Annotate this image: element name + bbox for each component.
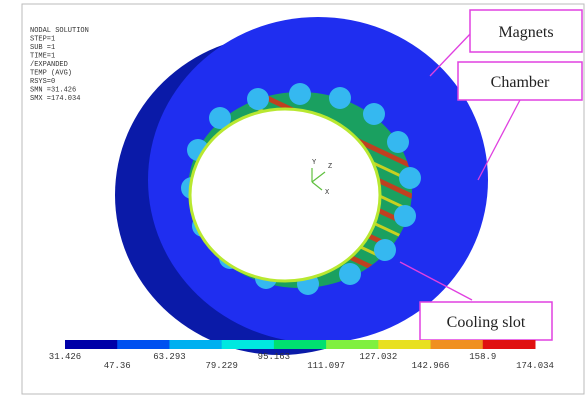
colorbar-label: 47.36 (104, 361, 131, 371)
info-line: SMN =31.426 (30, 87, 76, 95)
colorbar-label: 63.293 (153, 352, 185, 362)
info-line: SUB =1 (30, 44, 55, 52)
info-line: STEP=1 (30, 36, 55, 44)
info-line: SMX =174.034 (30, 95, 80, 103)
info-line: TEMP (AVG) (30, 70, 72, 78)
info-line: TIME=1 (30, 53, 55, 61)
colorbar-band (483, 340, 536, 349)
callout-label: Magnets (498, 24, 553, 41)
info-line: NODAL SOLUTION (30, 27, 89, 35)
info-line: /EXPANDED (30, 61, 68, 69)
colorbar-label: 174.034 (516, 361, 554, 371)
colorbar-band (65, 340, 118, 349)
info-line: RSYS=0 (30, 78, 55, 86)
colorbar-label: 79.229 (205, 361, 237, 371)
hole (190, 109, 380, 281)
page: {"info": ["NODAL SOLUTION", "STEP=1", "S… (0, 0, 587, 399)
colorbar-band (222, 340, 275, 349)
colorbar-label: 127.032 (359, 352, 397, 362)
axis-label: Z (328, 163, 332, 171)
colorbar-label: 142.966 (412, 361, 450, 371)
colorbar-band (431, 340, 484, 349)
colorbar-label: 111.097 (307, 361, 345, 371)
colorbar-label: 31.426 (49, 352, 81, 362)
callout-label: Cooling slot (447, 314, 526, 331)
screenshot: NODAL SOLUTIONSTEP=1SUB =1TIME=1/EXPANDE… (0, 0, 587, 399)
callout-label: Chamber (491, 74, 550, 91)
colorbar-label: 95.163 (258, 352, 290, 362)
colorbar-band (117, 340, 170, 349)
colorbar-band (169, 340, 222, 349)
colorbar-label: 158.9 (469, 352, 496, 362)
colorbar-band (378, 340, 431, 349)
colorbar-band (326, 340, 379, 349)
colorbar-band (274, 340, 327, 349)
